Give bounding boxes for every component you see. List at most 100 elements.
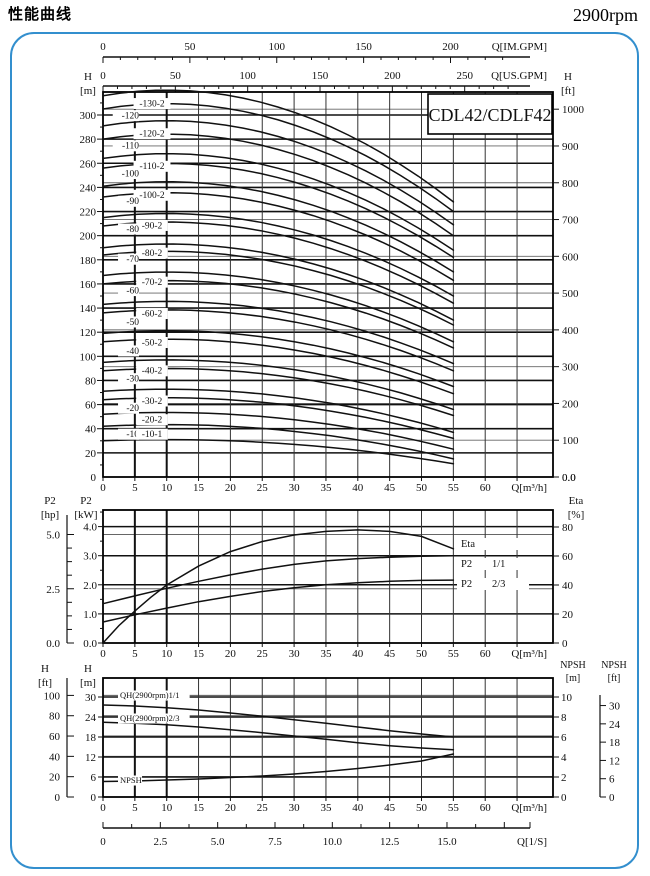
axis-title-h-m2: H [84, 663, 92, 675]
label-mask [133, 189, 171, 201]
stage-label: -70 [126, 255, 139, 265]
tick-label: 60 [562, 551, 574, 563]
tick-label: 0 [561, 792, 567, 804]
stage-label: -90 [126, 197, 139, 207]
tick-label: 55 [448, 802, 460, 814]
stage-label: -20 [126, 404, 139, 414]
curve--80-2 [102, 243, 455, 321]
label-mask [133, 128, 171, 140]
tick-label: 25 [257, 648, 269, 660]
tick-label: 100 [80, 351, 97, 363]
tick-label: 300 [80, 110, 97, 122]
series-label: P2 [461, 559, 472, 570]
tick-label: 24 [609, 719, 621, 731]
tick-label: 120 [80, 327, 97, 339]
top-qh-chart: 0204060801001201401601802002202402602803… [80, 71, 585, 494]
series-QH-2900rpm-1-1 [102, 704, 455, 738]
tick-label: 1000 [562, 104, 585, 116]
axis-title-h-m2: [m] [80, 677, 96, 689]
tick-label: 50 [416, 648, 428, 660]
tick-label: 20 [49, 772, 61, 784]
axis-title-h-m: [m] [80, 85, 96, 97]
tick-label: 2.0 [83, 580, 97, 592]
tick-label: 24 [85, 712, 97, 724]
stage-label: -130-2 [139, 99, 165, 109]
stage-label: -100 [122, 169, 140, 179]
tick-label: 400 [562, 325, 579, 337]
tick-label: 40 [49, 751, 61, 763]
stage-label: -90-2 [142, 221, 163, 231]
tick-label: 60 [480, 802, 492, 814]
label-mask [112, 140, 139, 152]
tick-label: 800 [562, 178, 579, 190]
series-label: Eta [461, 539, 475, 550]
tick-label: 30 [289, 482, 301, 494]
tick-label: 25 [257, 802, 269, 814]
stage-label: -60-2 [142, 309, 163, 319]
tick-label: 200 [80, 231, 97, 243]
tick-label: 60 [480, 648, 492, 660]
tick-label: 0 [562, 638, 568, 650]
label-mask [133, 98, 171, 110]
series-label: 1/1 [492, 559, 505, 570]
tick-label: 35 [320, 802, 332, 814]
label-mask [118, 345, 139, 357]
series-label: QH(2900rpm)1/1 [120, 690, 180, 700]
ls-tick: 5.0 [211, 836, 225, 848]
tick-label: 60 [480, 482, 492, 494]
tick-label: 5 [132, 802, 138, 814]
curve--50-2 [102, 329, 455, 388]
stage-label: -50-2 [142, 338, 163, 348]
tick-label: 0.0 [83, 638, 97, 650]
label-mask [118, 253, 139, 265]
us-gpm-axis-name: Q[US.GPM] [491, 70, 547, 82]
label-mask [457, 538, 529, 550]
curve--100-2 [102, 181, 455, 273]
label-mask [118, 713, 190, 724]
tick-label: 5 [132, 648, 138, 660]
tick-label: 2.5 [46, 584, 60, 596]
tick-label: 280 [80, 134, 97, 146]
tick-label: 1.0 [83, 609, 97, 621]
tick-label: 20 [85, 448, 97, 460]
tick-label: 220 [80, 207, 97, 219]
tick-label: 12 [609, 755, 620, 767]
tick-label: 45 [384, 648, 396, 660]
im-gpm-tick: 100 [268, 41, 285, 53]
tick-label: 0.0 [46, 638, 60, 650]
label-mask [136, 219, 168, 231]
stage-label: -100-2 [139, 191, 165, 201]
tick-label: 80 [85, 375, 97, 387]
tick-label: 160 [80, 279, 97, 291]
us-gpm-tick: 250 [456, 70, 473, 82]
stage-label: -20-2 [142, 416, 163, 426]
tick-label: 80 [562, 522, 574, 534]
us-gpm-tick: 0 [100, 70, 106, 82]
tick-label: 30 [609, 701, 621, 713]
stage-label: -10-1 [142, 430, 163, 440]
model-name: CDL42/CDLF42 [428, 105, 551, 125]
axis-title-eta: Eta [569, 495, 584, 507]
ls-tick: 7.5 [268, 836, 282, 848]
tick-label: 20 [562, 609, 574, 621]
stage-label: -110-2 [140, 162, 165, 172]
label-mask [457, 558, 529, 570]
tick-label: 8 [561, 712, 567, 724]
stage-label: -110 [122, 142, 139, 152]
series-Eta [102, 529, 455, 644]
stage-label: -80-2 [142, 249, 163, 259]
tick-label: 30 [289, 802, 301, 814]
tick-label: 0 [55, 792, 61, 804]
stage-label: -70-2 [142, 278, 163, 288]
label-mask [136, 428, 168, 440]
stage-label: -80 [126, 225, 139, 235]
tick-label: 0 [100, 802, 106, 814]
axis-title-npsh-ft: [ft] [608, 673, 621, 684]
tick-label: 40 [352, 648, 364, 660]
label-mask [118, 402, 139, 414]
tick-label: 20 [225, 648, 237, 660]
tick-label: 20 [225, 802, 237, 814]
axis-title-h-ft: H [564, 71, 572, 83]
curve--110-2 [102, 152, 455, 251]
